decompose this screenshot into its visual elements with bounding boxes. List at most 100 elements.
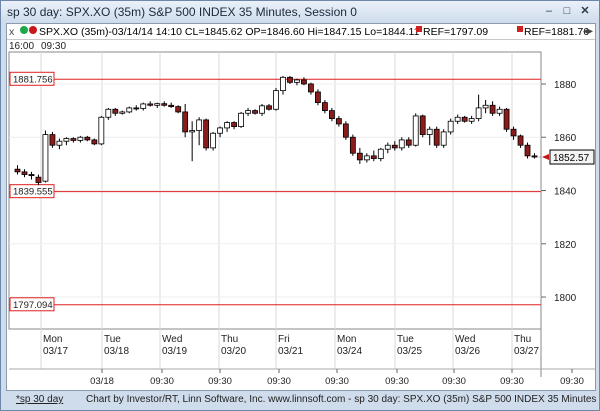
- candle-body: [524, 144, 531, 157]
- price-tick-label: 1800: [554, 293, 577, 304]
- bottom-axis-label: 09:30: [560, 376, 584, 387]
- chart-credit: Chart by Investor/RT, Linn Software, Inc…: [86, 394, 597, 405]
- candle-body: [308, 83, 314, 93]
- candle-body: [328, 110, 335, 119]
- candle-body: [287, 76, 293, 83]
- day-name-label: Wed: [455, 334, 475, 345]
- candlestick-chart[interactable]: 1800 1820 1840 1860 1880 1881.756 1839.555 1797…: [7, 24, 595, 390]
- chart-panel[interactable]: 1800 1820 1840 1860 1880 1881.756 1839.555 1797…: [6, 23, 596, 391]
- close-button[interactable]: ✕: [580, 5, 590, 17]
- ref-marker-icon: [416, 26, 422, 32]
- candle-body: [503, 108, 510, 130]
- ref-label-box: [9, 297, 55, 312]
- legend-ref-low: REF=1797.09: [423, 26, 489, 38]
- day-name-label: Mon: [43, 334, 62, 345]
- ref-line-label: 1881.756: [13, 74, 53, 85]
- candle-body: [182, 111, 189, 133]
- chart-legend: x SPX.XO (35m)-03/14/14 14:10 CL=1845.62…: [7, 24, 595, 40]
- candle-body: [189, 130, 196, 133]
- day-date-label: 03/26: [455, 346, 480, 357]
- candle-body: [168, 104, 175, 108]
- candle-body: [196, 119, 203, 131]
- day-name-label: Tue: [104, 334, 121, 345]
- maximize-button[interactable]: □: [563, 5, 571, 17]
- candle-body: [35, 176, 42, 183]
- candle-body: [531, 155, 538, 158]
- minimize-button[interactable]: –: [545, 5, 553, 17]
- candle-body: [363, 155, 370, 161]
- candle-body: [126, 107, 133, 113]
- time-session-label: 09:30: [41, 41, 67, 52]
- candle-body: [161, 103, 168, 106]
- candle-body: [238, 112, 244, 127]
- candle-body: [405, 139, 412, 146]
- price-tick-label: 1860: [554, 133, 577, 144]
- day-date-label: 03/27: [514, 346, 539, 357]
- bottom-axis-label: 09:30: [385, 376, 409, 387]
- candle-body: [56, 140, 63, 146]
- candle-body: [496, 108, 503, 114]
- candle-body: [280, 76, 286, 92]
- bottom-axis-label: 03/18: [90, 376, 114, 387]
- candle-body: [63, 138, 70, 142]
- candle-body: [245, 110, 251, 114]
- ref-line-label: 1797.094: [13, 300, 53, 311]
- candle-body: [14, 168, 21, 173]
- candle-body: [259, 105, 265, 114]
- day-name-label: Thu: [514, 334, 531, 345]
- candle-body: [203, 119, 210, 149]
- title-bar[interactable]: sp 30 day: SPX.XO (35m) S&P 500 INDEX 35…: [1, 1, 599, 23]
- candle-body: [377, 148, 384, 159]
- bottom-axis-label: 09:30: [208, 376, 232, 387]
- candle-body: [70, 138, 77, 141]
- day-name-label: Thu: [221, 334, 238, 345]
- candle-body: [91, 139, 98, 145]
- candle-body: [517, 135, 524, 146]
- candle-body: [412, 115, 419, 146]
- candle-body: [384, 144, 391, 150]
- candle-body: [140, 103, 147, 109]
- candle-body: [322, 102, 328, 111]
- candle-body: [49, 134, 56, 146]
- bottom-axis-label: 09:30: [267, 376, 291, 387]
- candle-body: [510, 128, 517, 137]
- legend-scroll-arrows-icon[interactable]: ◂▸: [582, 26, 593, 37]
- candle-body: [454, 116, 461, 122]
- ref-label-box: [9, 184, 55, 199]
- red-status-icon: [29, 26, 37, 34]
- day-date-label: 03/19: [162, 346, 187, 357]
- candle-body: [21, 171, 28, 175]
- chart-tab[interactable]: *sp 30 day: [16, 394, 64, 405]
- candle-body: [105, 108, 112, 118]
- time-strip: 16:00 09:30: [7, 40, 595, 52]
- candle-body: [217, 127, 224, 134]
- day-name-label: Fri: [278, 334, 290, 345]
- candle-body: [335, 118, 342, 125]
- candle-body: [370, 155, 377, 159]
- bottom-axis-label: 09:30: [325, 376, 349, 387]
- last-price-box: [549, 149, 595, 165]
- candle-body: [119, 111, 126, 114]
- price-tick-label: 1840: [554, 187, 577, 198]
- candle-body: [468, 118, 475, 122]
- candle-body: [440, 131, 447, 146]
- day-date-label: 03/25: [397, 346, 422, 357]
- legend-close-icon[interactable]: x: [9, 26, 15, 38]
- candle-body: [482, 104, 489, 109]
- candle-body: [147, 103, 154, 106]
- candle-body: [342, 123, 349, 138]
- bottom-axis-label: 09:30: [442, 376, 466, 387]
- day-name-label: Wed: [162, 334, 182, 345]
- candle-body: [301, 79, 307, 85]
- candle-body: [28, 174, 35, 176]
- candle-body: [112, 108, 119, 114]
- candle-body: [252, 110, 258, 114]
- candle-body: [447, 120, 454, 133]
- bottom-axis-label: 09:30: [150, 376, 174, 387]
- price-tick-label: 1820: [554, 240, 577, 251]
- candle-body: [266, 105, 272, 110]
- bottom-axis-label: 09:30: [500, 376, 524, 387]
- legend-symbol-info: SPX.XO (35m)-03/14/14 14:10 CL=1845.62 O…: [39, 26, 420, 38]
- candle-body: [231, 122, 237, 127]
